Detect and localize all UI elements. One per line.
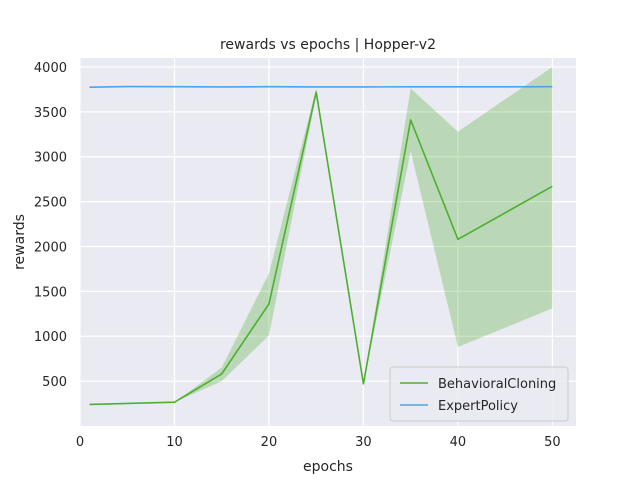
behavioralcloning-line: [89, 91, 553, 406]
x-axis-label: epochs: [303, 459, 353, 475]
legend-box: [389, 366, 569, 422]
behavioralcloning-legend-label: BehavioralCloning: [438, 377, 556, 392]
chart-title: rewards vs epochs | Hopper-v2: [220, 37, 436, 53]
y-tick-label: 3500: [34, 106, 67, 121]
y-tick-label: 2000: [34, 240, 67, 255]
x-tick-label: 0: [76, 435, 84, 450]
expertpolicy-legend-label: ExpertPolicy: [438, 399, 518, 414]
x-tick-label: 20: [261, 435, 278, 450]
y-tick-label: 3000: [34, 151, 67, 166]
y-tick-label: 1500: [34, 285, 67, 300]
x-tick-label: 30: [355, 435, 372, 450]
y-tick-label: 1000: [34, 330, 67, 345]
series-layer: [89, 66, 553, 406]
y-tick-label: 4000: [34, 61, 67, 76]
plot-area: [80, 58, 576, 426]
expertpolicy-line: [89, 85, 553, 88]
x-tick-label: 40: [450, 435, 467, 450]
y-tick-label: 2500: [34, 196, 67, 211]
behavioralcloning-confidence-band: [89, 66, 553, 405]
y-axis-label: rewards: [12, 214, 28, 270]
x-tick-label: 10: [166, 435, 183, 450]
y-tick-label: 500: [42, 375, 67, 390]
tick-labels: 0 10 20 30 40 50 500 1000 1500 2000 2500 3000 3500 40…: [34, 61, 561, 450]
legend: BehavioralCloning ExpertPolicy: [389, 366, 569, 422]
x-tick-label: 50: [544, 435, 561, 450]
